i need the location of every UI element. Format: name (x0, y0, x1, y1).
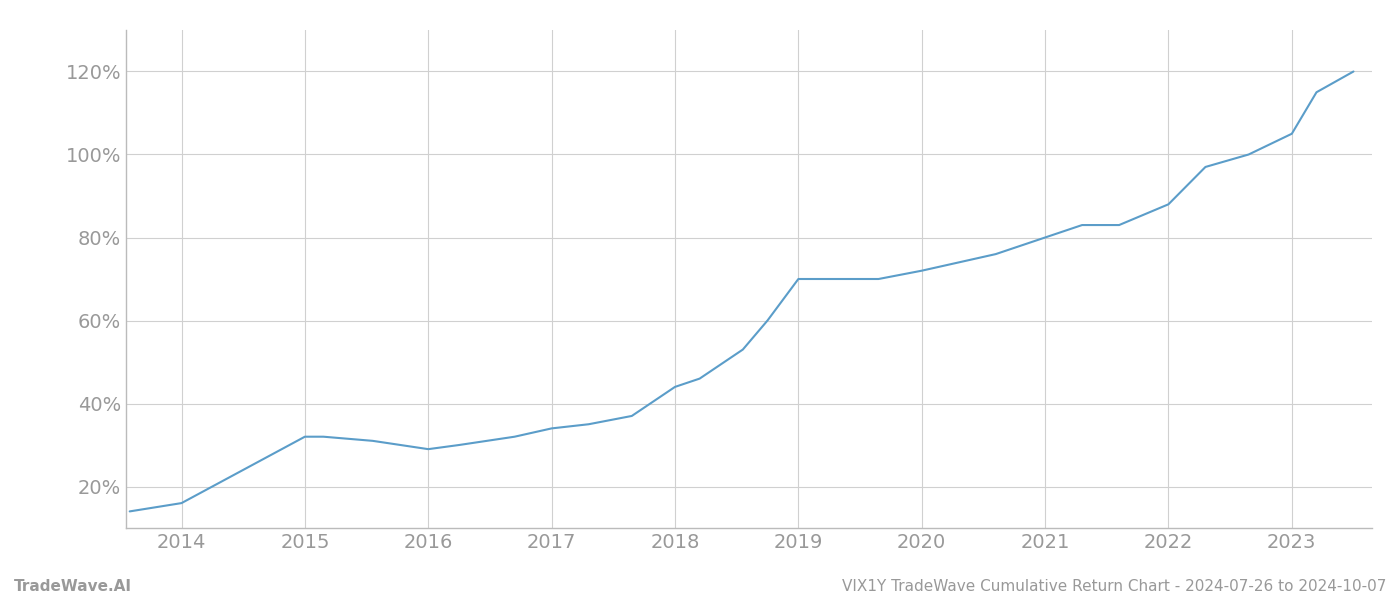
Text: TradeWave.AI: TradeWave.AI (14, 579, 132, 594)
Text: VIX1Y TradeWave Cumulative Return Chart - 2024-07-26 to 2024-10-07: VIX1Y TradeWave Cumulative Return Chart … (841, 579, 1386, 594)
